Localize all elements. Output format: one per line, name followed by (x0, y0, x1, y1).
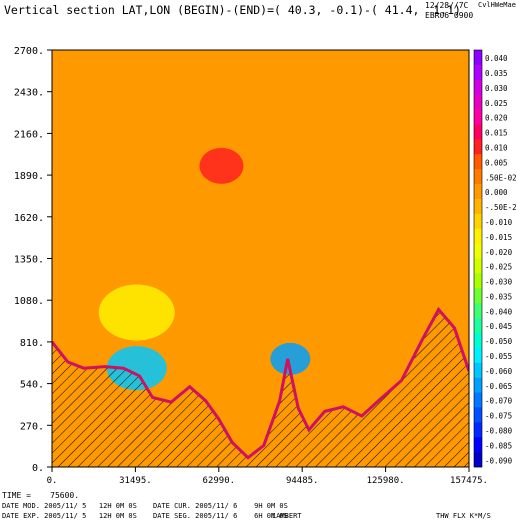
y-tick-label: 540. (20, 380, 44, 391)
colorbar-swatch (474, 288, 482, 304)
contour-feature (98, 284, 175, 341)
terrain-boundary (52, 306, 469, 460)
y-tick-label: 1080. (14, 296, 44, 307)
footer-date-cur: DATE CUR. 2005/11/ 6 9H 0M 0S (153, 502, 288, 510)
x-tick-label: 125980. (367, 476, 405, 486)
colorbar-label: -0.080 (485, 426, 513, 435)
colorbar-label: -0.030 (485, 278, 513, 287)
colorbar-swatch (474, 347, 482, 364)
colorbar-swatch (474, 318, 482, 334)
colorbar-label: 0.030 (485, 84, 508, 93)
x-tick-label: 62990. (203, 476, 236, 486)
colorbar-label: -0.070 (485, 397, 513, 406)
colorbar-label: 0.010 (485, 144, 508, 153)
y-tick-label: 2700. (14, 46, 44, 57)
colorbar-label: 0.035 (485, 69, 508, 78)
colorbar-swatch (474, 109, 482, 125)
colorbar-swatch (474, 94, 482, 110)
x-tick-label: 0. (47, 476, 58, 486)
colorbar-swatch (474, 213, 482, 230)
colorbar-label: -0.020 (485, 248, 513, 257)
y-tick-label: 1890. (14, 171, 44, 182)
y-tick-label: 270. (20, 421, 44, 432)
y-tick-label: 0. (32, 463, 44, 474)
colorbar-swatch (474, 407, 482, 423)
contour-feature (199, 147, 244, 184)
colorbar-label: 0.000 (485, 188, 508, 197)
colorbar-swatch (474, 228, 482, 244)
colorbar-swatch (474, 377, 482, 393)
top-right-label: CvlHWeMae (478, 1, 516, 9)
colorbar-frame (473, 49, 483, 468)
colorbar-swatch (474, 198, 482, 215)
colorbar-label: -0.010 (485, 218, 513, 227)
colorbar-swatch (474, 332, 482, 349)
colorbar-label: -0.025 (485, 263, 512, 272)
footer-projection: LAMBERT (272, 512, 302, 520)
colorbar-label: 0.040 (485, 54, 508, 63)
colorbar-swatch (474, 392, 482, 408)
x-tick-label: 31495. (119, 476, 152, 486)
colorbar-label: -0.060 (485, 367, 513, 376)
x-tick-label: 157475. (450, 476, 488, 486)
colorbar-swatch (474, 422, 482, 438)
footer-time: TIME = 75600. (2, 491, 80, 500)
chart-title: Vertical section LAT,LON (BEGIN)-(END)=(… (4, 3, 461, 17)
colorbar-swatch (474, 139, 482, 155)
colorbar-label: -0.050 (485, 337, 513, 346)
run-date: 12/28//7C (425, 1, 469, 10)
colorbar-swatch (474, 258, 482, 274)
colorbar-swatch (474, 452, 482, 468)
colorbar-swatch (474, 64, 482, 81)
colorbar-label: .50E-02 (485, 173, 517, 182)
colorbar-label: 0.005 (485, 158, 508, 167)
run-id: EBR06 0900 (425, 11, 474, 20)
colorbar-label: -0.085 (485, 441, 512, 450)
footer-variable: THW FLX K*M/S (436, 512, 491, 520)
colorbar-swatch (474, 124, 482, 140)
x-tick-label: 94485. (286, 476, 319, 486)
y-tick-label: 1350. (14, 255, 44, 266)
contour-feature (270, 342, 311, 375)
y-tick-label: 810. (20, 338, 44, 349)
colorbar-swatch (474, 362, 482, 378)
footer-date-exp: DATE EXP. 2005/11/ 5 12H 0M 0S (2, 512, 137, 520)
colorbar-swatch (474, 184, 482, 200)
colorbar-label: -0.075 (485, 412, 512, 421)
colorbar-label: 0.020 (485, 114, 508, 123)
colorbar-label: 0.015 (485, 129, 508, 138)
colorbar-swatch (474, 437, 482, 453)
colorbar-label: -0.035 (485, 292, 512, 301)
colorbar-label: -0.055 (485, 352, 512, 361)
y-tick-label: 1620. (14, 213, 44, 224)
colorbar-swatch (474, 79, 482, 95)
colorbar-swatch (474, 169, 482, 185)
colorbar-swatch (474, 303, 482, 319)
colorbar-label: -0.065 (485, 382, 512, 391)
terrain-hatched (52, 309, 469, 467)
colorbar-label: -.50E-2 (485, 203, 517, 212)
colorbar-label: -0.015 (485, 233, 512, 242)
colorbar-label: -0.040 (485, 307, 513, 316)
footer-date-seg: DATE SEG. 2005/11/ 6 6H 0M 0S (153, 512, 288, 520)
y-tick-label: 2160. (14, 129, 44, 140)
footer-date-mod: DATE MOD. 2005/11/ 5 12H 0M 0S (2, 502, 137, 510)
colorbar-swatch (474, 273, 482, 289)
colorbar-label: 0.025 (485, 99, 508, 108)
colorbar-label: -0.090 (485, 456, 513, 465)
colorbar-swatch (474, 243, 482, 259)
colorbar-swatch (474, 154, 482, 170)
colorbar-swatch (474, 50, 482, 66)
colorbar-label: -0.045 (485, 322, 512, 331)
y-tick-label: 2430. (14, 88, 44, 99)
